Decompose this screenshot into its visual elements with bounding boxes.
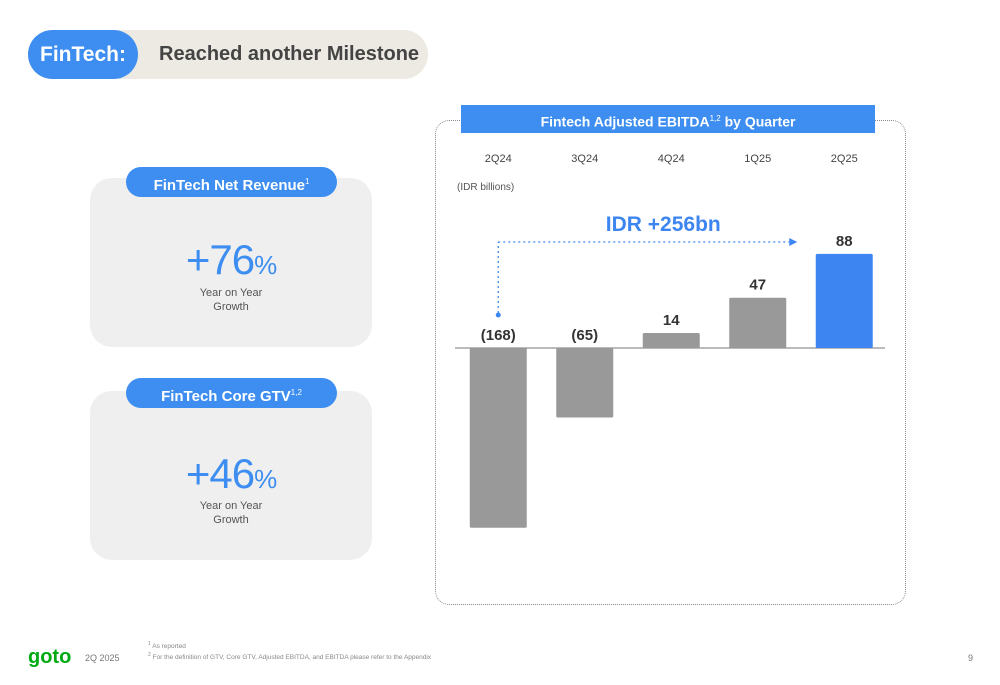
category-label-2Q25: 2Q25 <box>831 153 858 165</box>
footnotes: 1 As reported 2 For the definition of GT… <box>148 641 432 662</box>
page-number: 9 <box>968 653 974 663</box>
category-label-4Q24: 4Q24 <box>658 153 685 165</box>
kpi-value-core-gtv: +46% <box>185 450 277 497</box>
kpi-label-net-revenue: FinTech Net Revenue1 <box>126 167 337 197</box>
value-label-4Q24: 14 <box>663 312 680 329</box>
bar-1Q25 <box>729 297 787 348</box>
category-label-3Q24: 3Q24 <box>571 153 598 165</box>
annotation-start-dot <box>495 312 501 318</box>
unit-label: (IDR billions) <box>457 182 514 193</box>
annotation-arrow-icon <box>789 238 798 246</box>
goto-logo: goto <box>28 647 71 668</box>
chart-title: Fintech Adjusted EBITDA1,2 by Quarter <box>461 105 875 133</box>
kpi-label-core-gtv: FinTech Core GTV1,2 <box>126 378 337 408</box>
bar-4Q24 <box>642 333 700 348</box>
value-label-2Q25: 88 <box>836 233 853 250</box>
kpi-sub-core-gtv: Year on Year Growth <box>199 500 263 526</box>
kpi-value-net-revenue: +76% <box>185 236 277 283</box>
bar-2Q25 <box>815 253 873 348</box>
kpi-card-core-gtv <box>90 391 372 560</box>
value-label-1Q25: 47 <box>749 277 766 294</box>
ebitda-bar-chart: (IDR billions) 2Q24 (168) 3Q24 (65) 4Q24 14 1Q2… <box>455 153 885 528</box>
section-tag: FinTech: <box>28 30 138 79</box>
category-label-1Q25: 1Q25 <box>744 153 771 165</box>
title-pill: FinTech: Reached another Milestone <box>28 30 428 79</box>
bar-3Q24 <box>556 348 614 418</box>
page-title: Reached another Milestone <box>159 43 420 65</box>
value-label-2Q24: (168) <box>481 327 516 344</box>
report-period: 2Q 2025 <box>85 653 120 663</box>
svg-text:goto: goto <box>28 647 71 668</box>
kpi-sub-net-revenue: Year on Year Growth <box>199 287 263 313</box>
category-label-2Q24: 2Q24 <box>485 153 512 165</box>
annotation-label: IDR +256bn <box>606 213 721 236</box>
kpi-card-net-revenue <box>90 178 372 347</box>
bar-2Q24 <box>469 348 527 528</box>
value-label-3Q24: (65) <box>571 327 598 344</box>
